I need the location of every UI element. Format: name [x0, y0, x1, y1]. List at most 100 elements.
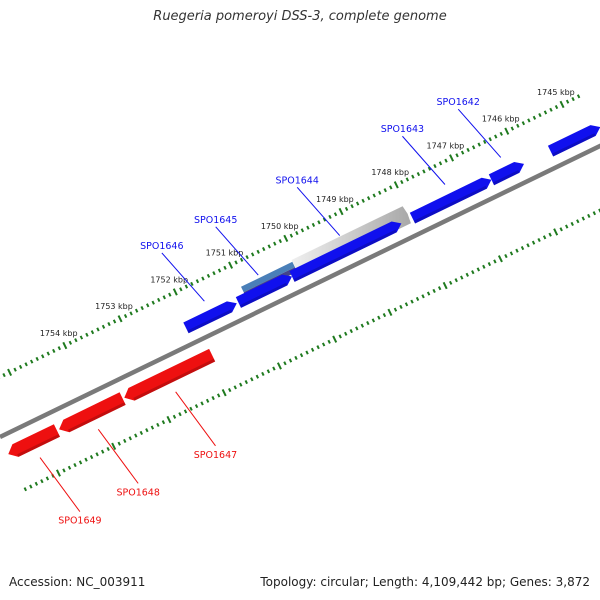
gene-spo1649: [8, 424, 61, 457]
scale-tick: [18, 364, 23, 370]
scale-tick: [221, 389, 227, 397]
scale-tick: [510, 126, 514, 131]
scale-tick: [7, 368, 13, 377]
scale-tick: [123, 314, 128, 319]
scale-tick-label: 1750 kbp: [261, 222, 299, 231]
gene-label-spo1643[interactable]: SPO1643: [381, 124, 424, 135]
scale-tick: [476, 267, 481, 272]
scale-tick: [565, 99, 570, 104]
scale-tick: [67, 465, 72, 470]
scale-tick: [576, 94, 581, 99]
scale-tick: [111, 442, 117, 450]
scale-tick: [387, 308, 393, 317]
gene-label-spo1647[interactable]: SPO1647: [194, 450, 237, 461]
scale-tick: [146, 303, 150, 308]
gene-label-leader: [296, 186, 341, 236]
gene-spo1647-body: [124, 348, 216, 401]
gene-spo1649-body: [8, 424, 61, 457]
scale-tick: [415, 296, 420, 302]
scale-tick: [432, 288, 436, 293]
scale-tick: [205, 398, 210, 403]
scale-tick: [123, 438, 127, 444]
gene-spo1644-shade: [293, 229, 397, 282]
scale-tick: [34, 481, 39, 486]
scale-tick: [444, 158, 448, 163]
scale-tick: [542, 235, 547, 240]
scale-tick: [172, 288, 178, 296]
scale-tick: [361, 198, 365, 203]
scale-tick: [537, 237, 541, 243]
scale-tick: [322, 217, 327, 222]
scale-tick: [261, 371, 265, 377]
scale-tick: [532, 115, 537, 120]
gene-spo1647: [124, 348, 216, 401]
gene-label-spo1649[interactable]: SPO1649: [58, 516, 101, 527]
scale-tick: [310, 347, 315, 352]
gene-spo1648-shade: [68, 402, 126, 433]
scale-tick: [294, 355, 298, 360]
scale-tick: [161, 420, 166, 425]
scale-tick: [139, 430, 144, 435]
scale-tick: [442, 281, 448, 290]
scale-tick: [145, 428, 149, 433]
scale-tick: [592, 211, 597, 216]
scale-tick: [543, 110, 548, 115]
scale-tick: [255, 374, 260, 379]
scale-tick: [465, 272, 469, 277]
scale-tick: [234, 260, 238, 265]
scale-tick: [2, 372, 6, 378]
scale-tick: [228, 261, 234, 269]
scale-tick-label: 1745 kbp: [537, 88, 575, 97]
scale-tick: [400, 180, 404, 185]
scale-tick: [179, 287, 183, 292]
scale-tick-label: 1753 kbp: [95, 302, 133, 311]
gene-label-spo1645[interactable]: SPO1645: [194, 215, 237, 226]
scale-tick: [45, 476, 50, 481]
scale-tick: [201, 276, 205, 281]
scale-tick: [516, 123, 520, 128]
scale-tick: [488, 137, 492, 142]
scale-tick: [57, 346, 61, 351]
scale-tick: [411, 174, 415, 179]
scale-tick: [471, 145, 476, 150]
scale-tick: [46, 351, 50, 356]
scale-tick: [278, 238, 282, 244]
gene-label-spo1642[interactable]: SPO1642: [436, 97, 479, 108]
scale-tick: [211, 396, 215, 401]
scale-tick: [437, 286, 442, 291]
gene-spo1642-body: [488, 162, 524, 186]
gene-spo1642: [488, 162, 524, 186]
scale-tick: [107, 322, 111, 327]
scale-tick: [178, 412, 182, 417]
scale-tick: [366, 196, 371, 201]
scale-tick: [377, 315, 381, 320]
scale-tick: [366, 321, 370, 326]
scale-tick: [52, 348, 56, 353]
gene-label-spo1648[interactable]: SPO1648: [116, 487, 159, 498]
gene-label-spo1646[interactable]: SPO1646: [140, 241, 183, 252]
scale-tick: [383, 188, 387, 193]
scale-tick: [212, 271, 216, 276]
scale-tick: [306, 225, 310, 230]
gene-label-spo1644[interactable]: SPO1644: [275, 175, 318, 186]
scale-tick: [168, 292, 172, 297]
scale-tick: [404, 302, 409, 307]
scale-tick: [244, 379, 248, 385]
scale-tick: [184, 284, 189, 289]
gene-spo1646-shade: [187, 309, 233, 334]
highlighted-gene-region[interactable]: [241, 261, 295, 293]
scale-tick: [299, 353, 304, 358]
scale-tick: [295, 230, 299, 236]
scale-tick-label: 1747 kbp: [427, 141, 465, 150]
scale-tick: [405, 177, 410, 182]
scale-tick: [73, 463, 77, 468]
scale-tick: [471, 270, 475, 275]
scale-tick: [273, 241, 277, 246]
scale-tick: [527, 118, 531, 123]
scale-tick: [416, 172, 421, 177]
scale-tick: [549, 107, 553, 112]
gene-spo1645-shade: [239, 282, 288, 308]
scale-tick: [62, 341, 68, 350]
scale-tick: [559, 227, 563, 232]
